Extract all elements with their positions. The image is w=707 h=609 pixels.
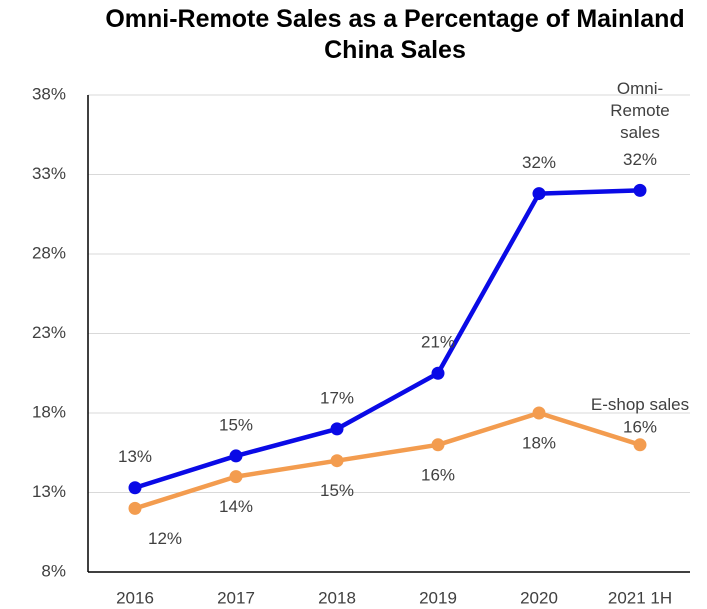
data-label: 32% (623, 150, 657, 169)
series-name: Omni-Remote sales (610, 79, 670, 143)
marker (330, 422, 344, 436)
y-tick-label: 23% (32, 323, 66, 342)
data-label: 21% (421, 333, 455, 352)
data-label: 16% (623, 417, 657, 436)
data-label: 14% (219, 497, 253, 516)
marker (128, 481, 142, 495)
series-name: E-shop sales (590, 394, 690, 414)
marker (532, 406, 546, 420)
data-label: 13% (118, 447, 152, 466)
y-tick-label: 38% (32, 84, 66, 103)
x-tick-label: 2021 1H (608, 588, 672, 607)
series-line (134, 188, 641, 490)
x-tick-label: 2019 (419, 588, 457, 607)
marker (633, 438, 647, 452)
y-tick-label: 33% (32, 164, 66, 183)
y-tick-label: 18% (32, 402, 66, 421)
x-tick-label: 2018 (318, 588, 356, 607)
marker (532, 187, 546, 201)
marker (431, 438, 445, 452)
marker (128, 501, 142, 515)
y-tick-label: 8% (41, 561, 66, 580)
data-label: 12% (148, 529, 182, 548)
y-tick-label: 13% (32, 482, 66, 501)
data-label: 32% (522, 153, 556, 172)
chart-title: Omni-Remote Sales as a Percentage of Mai… (105, 5, 685, 64)
x-tick-label: 2020 (520, 588, 558, 607)
marker (633, 183, 647, 197)
x-tick-label: 2017 (217, 588, 255, 607)
data-label: 16% (421, 465, 455, 484)
marker (229, 449, 243, 463)
series-line (134, 410, 641, 511)
marker (431, 366, 445, 380)
data-label: 17% (320, 388, 354, 407)
data-label: 18% (522, 433, 556, 452)
marker (330, 454, 344, 468)
data-label: 15% (219, 415, 253, 434)
y-tick-label: 28% (32, 243, 66, 262)
data-label: 15% (320, 481, 354, 500)
x-tick-label: 2016 (116, 588, 154, 607)
marker (229, 470, 243, 484)
